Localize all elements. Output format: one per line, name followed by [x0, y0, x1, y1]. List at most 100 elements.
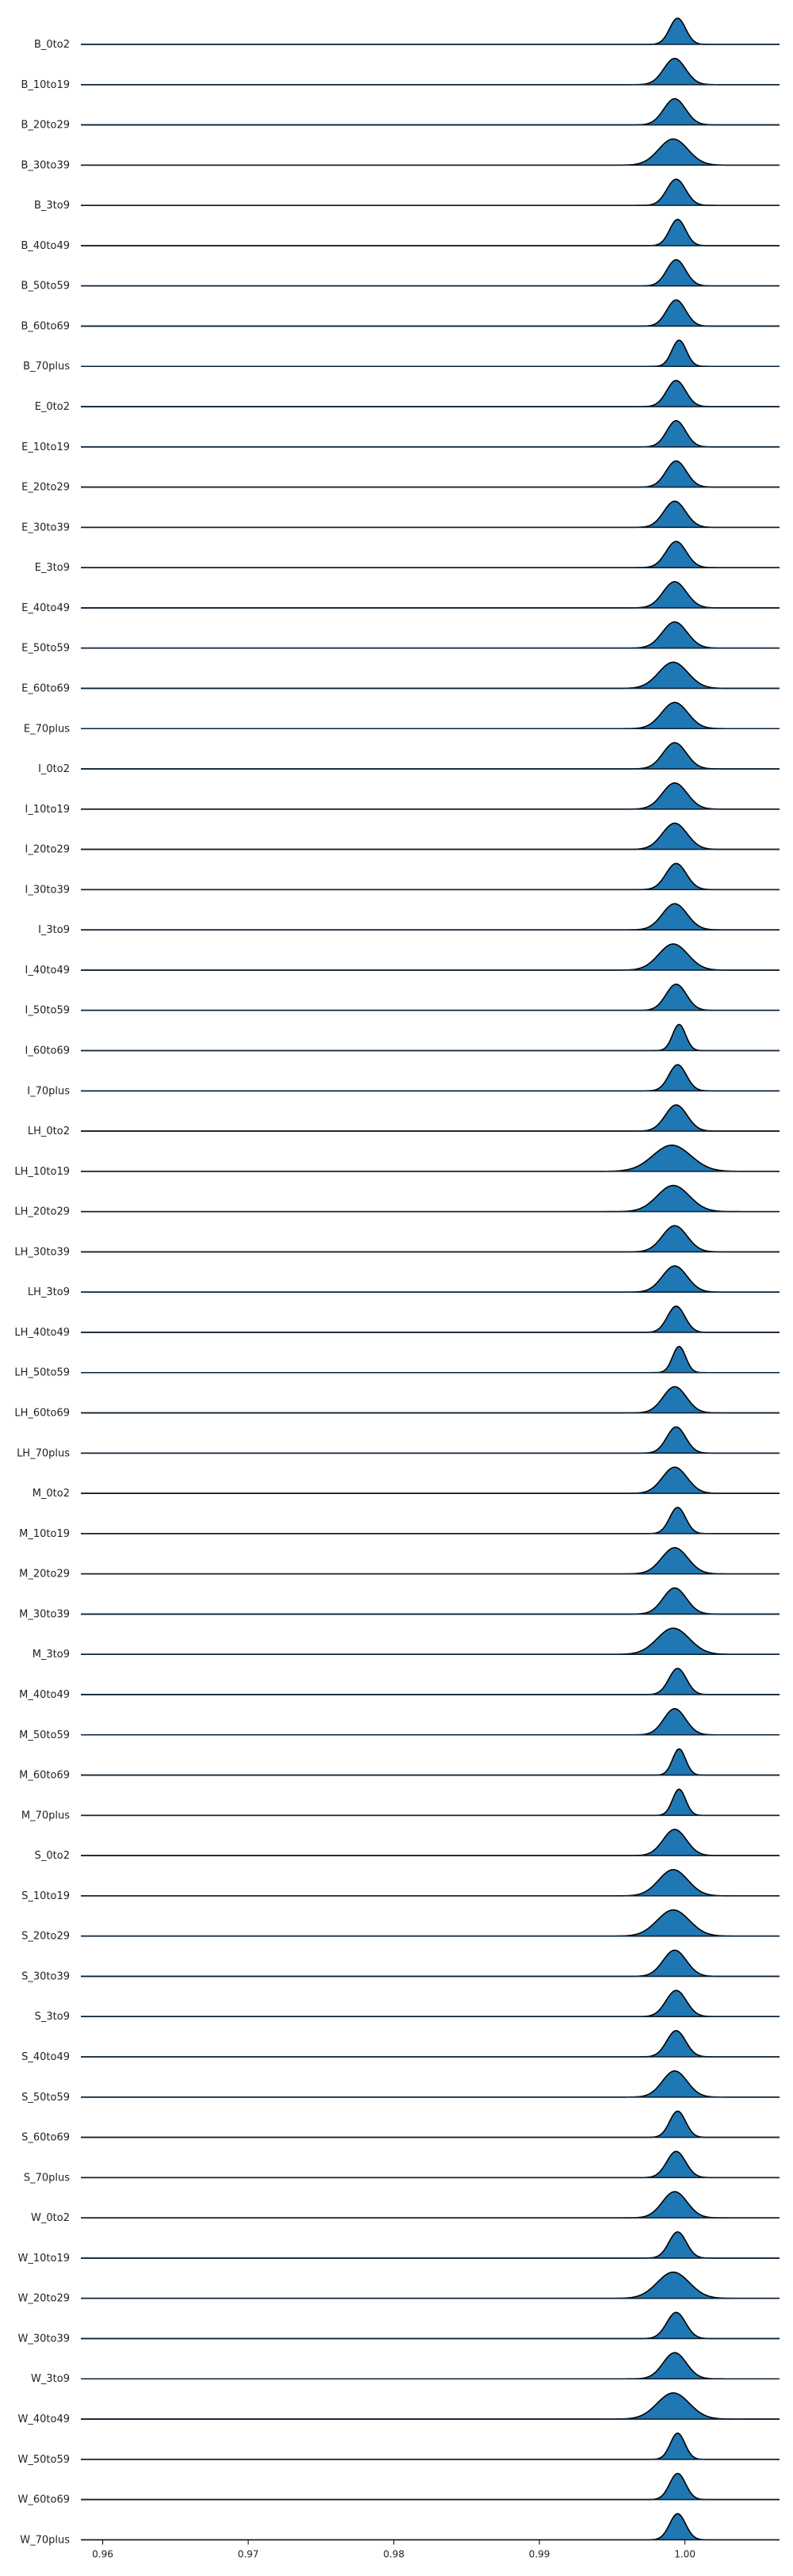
ridges-group: B_0to2 B_10to19 B_20to29 B_30to39 B_3to9 B_40… — [14, 17, 780, 2546]
ridge-row: S_3to9 — [35, 1989, 780, 2023]
ridge-label: B_0to2 — [34, 39, 70, 51]
ridge-label: LH_60to69 — [14, 1408, 70, 1420]
ridge-row: W_60to69 — [18, 2472, 780, 2506]
ridge-row: W_0to2 — [31, 2191, 780, 2224]
ridge-area — [81, 1547, 780, 1574]
ridge-label: W_50to59 — [18, 2454, 71, 2466]
ridge-row: I_0to2 — [38, 742, 780, 775]
ridge-label: LH_3to9 — [28, 1286, 70, 1298]
x-tick-label: 0.98 — [383, 2548, 404, 2559]
ridge-row: E_30to39 — [21, 500, 780, 533]
ridge-area — [81, 621, 780, 648]
ridge-area — [81, 702, 780, 729]
ridge-area — [81, 2192, 780, 2219]
ridge-label: E_0to2 — [35, 401, 70, 413]
ridge-label: M_10to19 — [19, 1528, 70, 1540]
ridge-area — [81, 1507, 780, 1534]
ridge-area — [81, 1266, 780, 1293]
ridge-label: S_40to49 — [21, 2051, 70, 2063]
ridge-row: I_30to39 — [25, 862, 780, 896]
ridge-label: LH_30to39 — [14, 1246, 70, 1258]
ridge-row: M_0to2 — [33, 1466, 780, 1500]
x-tick-label: 0.99 — [529, 2548, 550, 2559]
ridge-label: W_60to69 — [18, 2494, 71, 2506]
ridge-area — [81, 1909, 780, 1936]
x-tick-label: 0.96 — [92, 2548, 113, 2559]
ridge-row: B_40to49 — [21, 219, 780, 252]
ridge-row: I_60to69 — [25, 1023, 780, 1057]
ridge-row: M_40to49 — [19, 1668, 780, 1701]
ridge-label: B_60to69 — [21, 320, 70, 332]
ridge-row: B_30to39 — [21, 138, 780, 171]
ridge-label: I_0to2 — [38, 763, 70, 775]
ridge-row: S_40to49 — [21, 2030, 780, 2063]
ridge-row: B_0to2 — [34, 17, 780, 51]
ridge-area — [81, 2473, 780, 2500]
ridge-area — [81, 1950, 780, 1977]
ridge-label: I_10to19 — [25, 804, 70, 816]
ridge-area — [81, 2272, 780, 2299]
ridge-label: W_0to2 — [31, 2212, 70, 2224]
ridge-label: W_10to19 — [18, 2253, 71, 2265]
ridge-area — [81, 420, 780, 447]
ridge-label: M_20to29 — [19, 1569, 70, 1580]
ridge-label: I_60to69 — [25, 1045, 70, 1057]
ridge-row: M_3to9 — [33, 1627, 780, 1661]
ridge-area — [81, 1185, 780, 1212]
ridge-area — [81, 1427, 780, 1454]
ridge-label: B_10to19 — [21, 79, 70, 91]
ridge-row: S_60to69 — [21, 2110, 780, 2144]
ridge-label: B_3to9 — [34, 200, 70, 212]
ridge-label: M_50to59 — [19, 1729, 70, 1741]
ridge-row: W_30to39 — [18, 2311, 780, 2345]
ridge-label: E_3to9 — [35, 562, 70, 574]
x-tick-label: 0.97 — [238, 2548, 259, 2559]
ridge-label: B_70plus — [23, 361, 70, 373]
ridge-row: S_10to19 — [21, 1869, 780, 1902]
ridge-area — [81, 58, 780, 85]
ridge-label: S_30to39 — [21, 1970, 70, 1982]
ridge-row: S_20to29 — [21, 1909, 780, 1943]
ridge-label: W_30to39 — [18, 2333, 71, 2345]
ridge-row: E_70plus — [24, 701, 780, 735]
ridge-row: LH_30to39 — [14, 1225, 780, 1258]
ridge-row: LH_50to59 — [14, 1345, 780, 1379]
ridge-row: I_50to59 — [25, 983, 780, 1017]
ridge-label: W_70plus — [20, 2534, 70, 2546]
ridge-row: LH_0to2 — [28, 1104, 780, 1137]
ridge-label: B_30to39 — [21, 159, 70, 171]
ridge-label: B_20to29 — [21, 120, 70, 132]
ridge-row: E_3to9 — [35, 541, 780, 574]
ridge-row: LH_20to29 — [14, 1184, 780, 1218]
ridge-row: M_70plus — [21, 1788, 780, 1821]
ridge-label: S_10to19 — [21, 1890, 70, 1902]
ridge-row: E_60to69 — [21, 661, 780, 694]
ridge-row: M_30to39 — [19, 1587, 780, 1620]
ridge-area — [81, 823, 780, 850]
ridge-label: S_0to2 — [35, 1850, 70, 1862]
ridge-area — [81, 1105, 780, 1132]
ridge-label: W_3to9 — [31, 2373, 70, 2385]
ridge-area — [81, 300, 780, 327]
ridge-area — [81, 2151, 780, 2178]
ridge-area — [81, 501, 780, 528]
ridge-row: W_70plus — [20, 2513, 780, 2546]
ridge-area — [81, 2111, 780, 2138]
ridge-row: I_40to49 — [25, 943, 780, 977]
ridge-area — [81, 1829, 780, 1856]
ridge-label: LH_70plus — [17, 1447, 70, 1459]
ridge-row: E_10to19 — [21, 420, 780, 453]
ridge-area — [81, 1668, 780, 1695]
ridge-row: W_50to59 — [18, 2433, 780, 2466]
ridge-row: S_0to2 — [35, 1829, 780, 1862]
ridge-area — [81, 1064, 780, 1091]
ridge-row: E_0to2 — [35, 380, 780, 413]
ridge-row: LH_10to19 — [14, 1145, 780, 1178]
ridge-label: S_20to29 — [21, 1931, 70, 1943]
ridge-area — [81, 943, 780, 970]
ridge-row: B_60to69 — [21, 299, 780, 332]
ridge-area — [81, 259, 780, 286]
ridge-area — [81, 2031, 780, 2057]
ridge-label: E_70plus — [24, 723, 70, 735]
ridge-label: LH_50to59 — [14, 1367, 70, 1379]
